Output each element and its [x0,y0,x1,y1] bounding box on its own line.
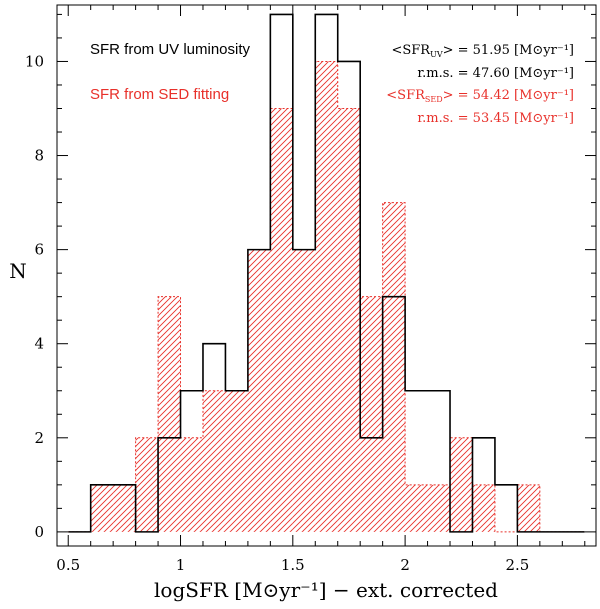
sed-bar [427,484,451,532]
stat-sed-mean-left: <SFR [386,88,426,103]
sed-bar [270,108,293,532]
stat-uv-mean-right: > = 51.95 [M⊙yr⁻¹] [443,43,574,58]
stat-sed-mean: <SFRSED> = 54.42 [M⊙yr⁻¹] [386,88,574,104]
sed-bar [450,437,473,532]
sed-bar [135,437,159,532]
sed-bar [202,390,226,532]
stat-uv-mean-sub: UV [430,50,443,59]
legend-uv: SFR from UV luminosity [90,41,251,58]
sed-bar [315,61,338,532]
stat-uv-rms: r.m.s. = 47.60 [M⊙yr⁻¹] [417,66,574,81]
y-axis-title: N [9,259,27,283]
x-tick-label: 0.5 [56,556,80,574]
y-tick-label: 8 [34,147,44,165]
plot-marks [68,13,585,533]
y-tick-label: 10 [25,52,44,70]
sed-bar [472,484,495,532]
axis-ticks [57,5,596,546]
sed-bar [180,437,203,532]
sed-bar [90,484,114,532]
stat-sed-mean-sub: SED [425,95,443,104]
stat-uv-mean: <SFRUV> = 51.95 [M⊙yr⁻¹] [391,43,574,59]
sed-bar [517,484,540,532]
sed-bar [247,249,271,532]
y-tick-label: 2 [34,429,44,447]
tick-labels: 0.5 1 1.5 2 2.5 0 2 4 6 8 10 [25,52,529,574]
y-tick-label: 0 [34,523,44,541]
sed-bar [360,296,383,532]
plot-frame [56,4,597,547]
sed-bar [337,108,361,532]
x-tick-label: 2.5 [505,556,529,574]
stat-sed-rms: r.m.s. = 53.45 [M⊙yr⁻¹] [417,111,574,126]
stat-uv-mean-left: <SFR [391,43,431,58]
y-tick-label: 6 [34,241,44,259]
y-tick-label: 4 [34,335,44,353]
sed-bar [405,484,428,532]
sed-outline [68,60,585,533]
sed-bar [113,484,136,532]
sed-bar [225,390,248,532]
x-tick-label: 1 [176,556,186,574]
sed-bar [292,249,316,532]
x-tick-label: 1.5 [281,556,305,574]
sed-bar [158,296,181,532]
sed-bar [382,202,406,532]
stat-sed-mean-right: > = 54.42 [M⊙yr⁻¹] [443,88,574,103]
x-tick-label: 2 [400,556,410,574]
x-axis-title: logSFR [M⊙yr⁻¹] − ext. corrected [154,578,498,602]
uv-step-line [68,13,585,533]
legend-sed: SFR from SED fitting [90,86,229,103]
